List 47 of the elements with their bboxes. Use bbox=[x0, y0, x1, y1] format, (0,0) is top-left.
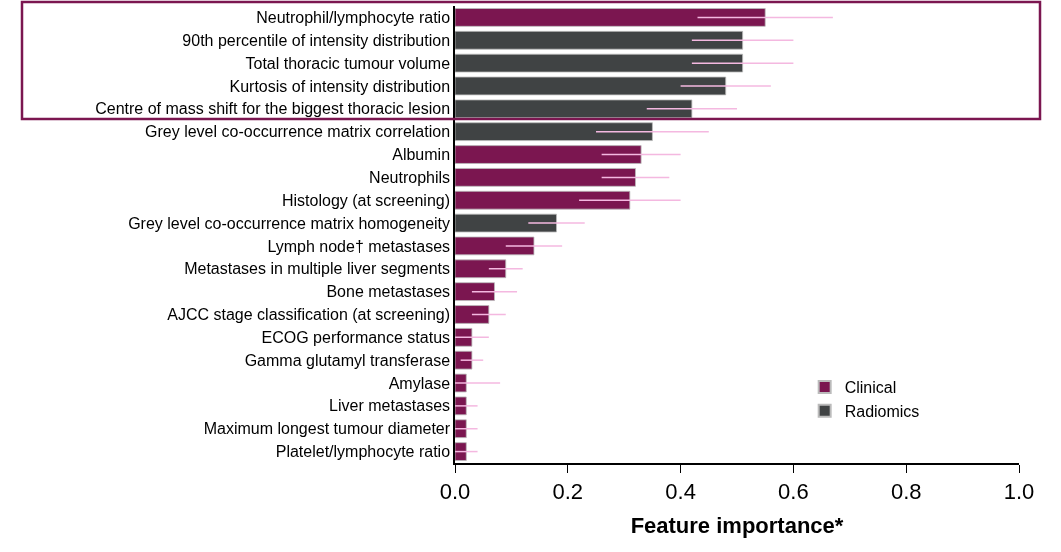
bar bbox=[455, 145, 642, 164]
y-tick-label: Platelet/lymphocyte ratio bbox=[275, 443, 451, 461]
y-tick-label: Amylase bbox=[388, 374, 451, 392]
x-axis-title: Feature importance* bbox=[630, 512, 844, 538]
y-tick-label: Histology (at screening) bbox=[281, 191, 451, 209]
x-tick-label: 0.8 bbox=[890, 479, 922, 505]
x-tick-label: 0.6 bbox=[778, 479, 809, 505]
bar bbox=[455, 53, 744, 73]
y-tick-label: Grey level co-occurrence matrix homogeneity bbox=[128, 214, 451, 232]
bar bbox=[455, 99, 693, 119]
legend-label: Radiomics bbox=[844, 402, 920, 420]
y-tick-label: Albumin bbox=[392, 146, 451, 164]
y-tick-label: Neutrophil/lymphocyte ratio bbox=[256, 9, 451, 27]
bar bbox=[455, 442, 467, 461]
bar bbox=[455, 419, 467, 439]
y-tick-label: 90th percentile of intensity distribution bbox=[182, 31, 451, 49]
y-tick-label: Grey level co-occurrence matrix correlation bbox=[145, 123, 451, 141]
x-tick-label: 1.0 bbox=[1003, 479, 1035, 505]
bar bbox=[455, 190, 631, 210]
y-tick-label: AJCC stage classification (at screening) bbox=[167, 306, 451, 324]
y-tick-label: Total thoracic tumour volume bbox=[245, 54, 451, 72]
y-tick-label: Gamma glutamyl transferase bbox=[244, 351, 451, 369]
y-tick-label: Kurtosis of intensity distribution bbox=[229, 77, 451, 95]
bar bbox=[455, 168, 636, 187]
y-tick-label: Bone metastases bbox=[326, 283, 451, 301]
bar bbox=[455, 282, 495, 301]
bar bbox=[455, 122, 653, 141]
y-tick-label: Lymph node† metastases bbox=[267, 237, 451, 255]
y-tick-label: Metastases in multiple liver segments bbox=[184, 260, 451, 278]
bar bbox=[455, 305, 490, 324]
bar bbox=[455, 236, 535, 256]
bar bbox=[455, 76, 727, 96]
y-tick-label: Centre of mass shift for the biggest thoracic lesion bbox=[95, 100, 451, 118]
bar bbox=[455, 259, 507, 279]
legend-label: Clinical bbox=[844, 379, 897, 397]
y-tick-label: Maximum longest tumour diameter bbox=[203, 420, 451, 438]
bar bbox=[455, 8, 766, 27]
x-tick-label: 0.2 bbox=[552, 479, 584, 505]
bar bbox=[455, 213, 557, 233]
y-tick-label: ECOG performance status bbox=[261, 328, 451, 346]
y-tick-label: Neutrophils bbox=[369, 168, 451, 186]
y-tick-label: Liver metastases bbox=[329, 397, 451, 415]
bar bbox=[455, 350, 473, 370]
x-tick-label: 0.0 bbox=[439, 479, 471, 505]
bar bbox=[455, 328, 473, 347]
x-tick-label: 0.4 bbox=[665, 479, 696, 505]
bar bbox=[455, 30, 744, 50]
